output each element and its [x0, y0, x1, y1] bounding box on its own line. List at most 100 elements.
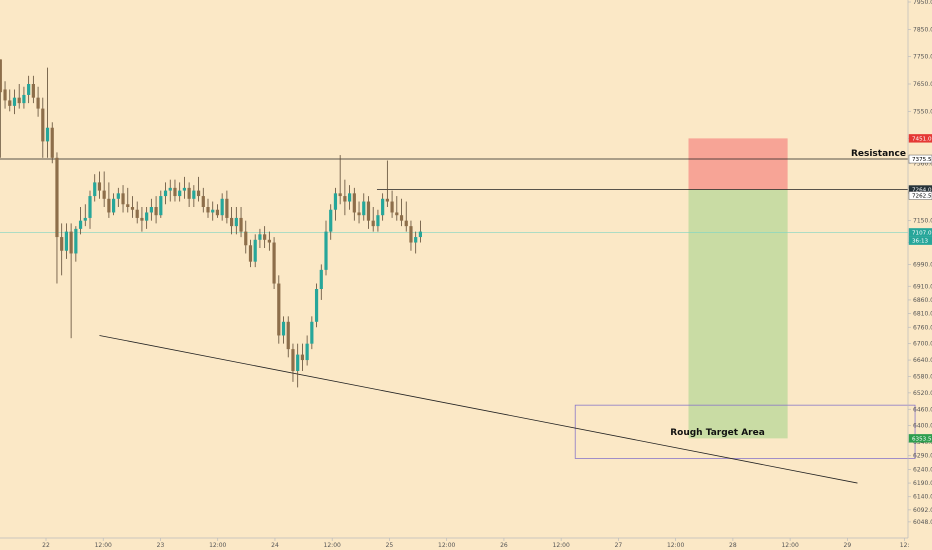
candle-body[interactable] [69, 231, 73, 254]
candle-body[interactable] [22, 94, 26, 104]
candle-body[interactable] [338, 193, 342, 197]
candle-body[interactable] [258, 234, 262, 240]
candle-body[interactable] [239, 217, 243, 232]
candle-body[interactable] [390, 201, 394, 213]
price-tag [908, 434, 932, 443]
candle-body[interactable] [8, 100, 12, 106]
candle-body[interactable] [36, 97, 40, 109]
candle-body[interactable] [220, 198, 224, 216]
candle-body[interactable] [112, 198, 116, 213]
candle-body[interactable] [140, 217, 144, 221]
candle-body[interactable] [215, 209, 220, 216]
candle-body[interactable] [310, 321, 314, 344]
candle-body[interactable] [296, 354, 300, 371]
candle-body[interactable] [116, 193, 120, 199]
candle-body[interactable] [12, 97, 17, 106]
candle-body[interactable] [305, 343, 309, 361]
candle-body[interactable] [409, 226, 413, 243]
risk-zone[interactable] [688, 138, 788, 190]
candle-body[interactable] [50, 127, 54, 158]
time-tick-label: 12:00 [95, 542, 112, 549]
candle-body[interactable] [121, 193, 125, 205]
candle-body[interactable] [173, 187, 177, 197]
candle-body[interactable] [314, 289, 319, 322]
candle-body[interactable] [248, 245, 253, 262]
candle-body[interactable] [93, 182, 97, 197]
candle-body[interactable] [41, 108, 45, 142]
candle-body[interactable] [418, 231, 423, 238]
candle-body[interactable] [31, 84, 35, 98]
candle-body[interactable] [234, 217, 238, 227]
candle-body[interactable] [196, 190, 201, 197]
candle-body[interactable] [324, 231, 328, 270]
candle-body[interactable] [83, 217, 87, 221]
price-tag-label: 7375.5 [912, 157, 932, 163]
candle-body[interactable] [211, 209, 215, 213]
candle-body[interactable] [225, 198, 229, 218]
candle-body[interactable] [126, 204, 130, 207]
candle-body[interactable] [0, 59, 2, 93]
candle-body[interactable] [78, 220, 83, 229]
candle-body[interactable] [230, 217, 234, 227]
candle-body[interactable] [300, 354, 305, 361]
price-tick-label: 6400.0 [913, 423, 932, 430]
candle-body[interactable] [154, 207, 158, 216]
candle-body[interactable] [159, 196, 163, 216]
candle-body[interactable] [102, 190, 106, 199]
candle-body[interactable] [399, 215, 404, 221]
candle-body[interactable] [281, 321, 286, 336]
candle-body[interactable] [343, 196, 347, 202]
candle-body[interactable] [366, 201, 371, 221]
candle-body[interactable] [163, 190, 168, 197]
candle-body[interactable] [286, 321, 290, 350]
candle-body[interactable] [64, 231, 69, 251]
candle-body[interactable] [395, 212, 399, 216]
candle-body[interactable] [3, 89, 7, 101]
candle-body[interactable] [45, 127, 50, 142]
candle-body[interactable] [376, 215, 380, 227]
support-trend-line[interactable] [99, 335, 858, 484]
candle-body[interactable] [201, 196, 205, 207]
candle-body[interactable] [60, 237, 64, 251]
reward-zone[interactable] [688, 189, 788, 439]
candle-body[interactable] [253, 239, 257, 262]
candle-body[interactable] [168, 187, 172, 191]
candle-body[interactable] [55, 157, 59, 238]
candle-body[interactable] [381, 198, 385, 216]
candle-body[interactable] [385, 198, 389, 202]
candle-body[interactable] [187, 187, 191, 199]
candle-body[interactable] [333, 193, 338, 210]
candle-body[interactable] [97, 182, 102, 191]
candle-body[interactable] [149, 207, 153, 213]
candle-body[interactable] [319, 269, 323, 289]
candle-body[interactable] [135, 209, 139, 218]
candle-body[interactable] [206, 207, 210, 213]
candle-body[interactable] [74, 228, 78, 254]
candle-body[interactable] [414, 237, 418, 243]
candle-body[interactable] [130, 207, 135, 210]
candle-body[interactable] [182, 187, 187, 191]
candle-body[interactable] [107, 198, 111, 213]
candle-body[interactable] [404, 220, 408, 227]
candle-body[interactable] [277, 283, 281, 336]
candle-body[interactable] [263, 234, 267, 240]
candle-body[interactable] [244, 231, 248, 246]
candle-body[interactable] [178, 190, 182, 197]
target-area-box[interactable] [574, 404, 916, 459]
candle-body[interactable] [145, 212, 149, 221]
candle-body[interactable] [27, 84, 31, 95]
candle-body[interactable] [291, 349, 295, 371]
candle-body[interactable] [357, 212, 361, 216]
candle-body[interactable] [88, 196, 92, 218]
candle-body[interactable] [371, 220, 375, 227]
candle-body[interactable] [267, 239, 271, 243]
candle-body[interactable] [348, 193, 352, 202]
candle-body[interactable] [272, 242, 276, 284]
candle-body[interactable] [17, 97, 21, 104]
candle-body[interactable] [329, 209, 333, 232]
candle-body[interactable] [362, 201, 366, 216]
candle-body[interactable] [192, 190, 196, 199]
candle-body[interactable] [352, 193, 356, 213]
